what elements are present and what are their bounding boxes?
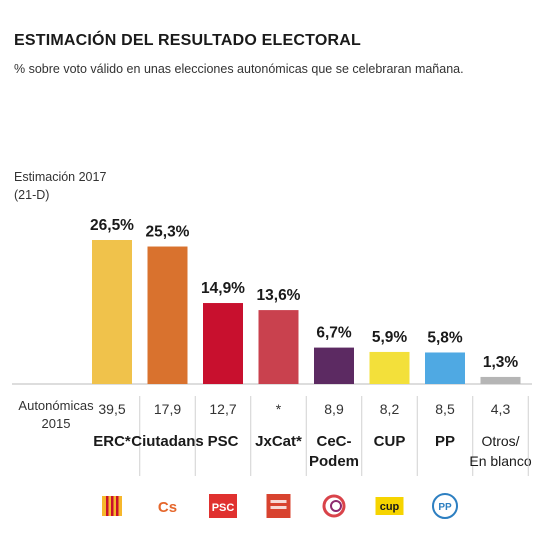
jxcat-logo-line [270, 500, 287, 503]
bar [258, 310, 299, 384]
estimate-label-line2: (21-D) [14, 188, 50, 202]
bar [147, 246, 188, 384]
cup-logo-text: cup [380, 501, 400, 513]
pp-logo-icon [432, 493, 458, 519]
tick-label: JxCat* [255, 433, 302, 450]
tick-label: Podem [309, 453, 359, 470]
data-label: 1,3% [483, 354, 519, 371]
erc-logo-stripe [106, 496, 109, 516]
data-label: 5,8% [427, 329, 463, 346]
erc-logo-stripe [116, 496, 119, 516]
row-label-line1: Autonómicas [18, 398, 94, 413]
cup-logo-icon [375, 497, 404, 515]
chart-title: ESTIMACIÓN DEL RESULTADO ELECTORAL [14, 32, 361, 49]
cec-podem-logo-icon [322, 494, 346, 518]
bar [314, 347, 354, 384]
tick-label: Otros/ [481, 433, 519, 449]
data-label: 26,5% [90, 217, 134, 234]
previous-result: * [276, 401, 282, 417]
previous-result: 17,9 [154, 401, 181, 417]
cs-logo-icon: Cs [158, 499, 177, 516]
data-label: 6,7% [316, 325, 352, 342]
tick-label: Ciutadans [131, 433, 204, 450]
row-label-line2: 2015 [42, 416, 71, 431]
previous-result: 4,3 [491, 401, 511, 417]
previous-result: 8,5 [435, 401, 455, 417]
chart-subtitle: % sobre voto válido en unas elecciones a… [14, 62, 464, 76]
data-label: 14,9% [201, 280, 245, 297]
tick-label: PP [435, 433, 455, 450]
tick-label: CeC- [316, 433, 351, 450]
bar [369, 351, 410, 384]
previous-result: 12,7 [209, 401, 236, 417]
jxcat-logo-line [270, 506, 287, 509]
previous-result: 39,5 [98, 401, 125, 417]
estimate-label-line1: Estimación 2017 [14, 170, 107, 184]
data-label: 5,9% [372, 329, 408, 346]
estimate-label: Estimación 2017 (21-D) [14, 168, 106, 204]
bar [92, 240, 132, 384]
psc-logo-text: PSC [212, 502, 235, 514]
tick-label: En blanco [469, 453, 531, 469]
tick-label: CUP [374, 433, 406, 450]
tick-label: ERC* [93, 433, 131, 450]
data-label: 25,3% [146, 224, 190, 241]
bar [425, 352, 465, 384]
bar [480, 376, 521, 384]
psc-logo-icon [209, 494, 237, 518]
previous-result: 8,2 [380, 401, 400, 417]
previous-result: 8,9 [324, 401, 344, 417]
erc-logo-stripe [111, 496, 114, 516]
data-label: 13,6% [257, 287, 301, 304]
cec-podem-logo-inner [330, 500, 342, 512]
pp-logo-text: PP [438, 502, 452, 513]
tick-label: PSC [208, 433, 239, 450]
bar [203, 303, 243, 384]
